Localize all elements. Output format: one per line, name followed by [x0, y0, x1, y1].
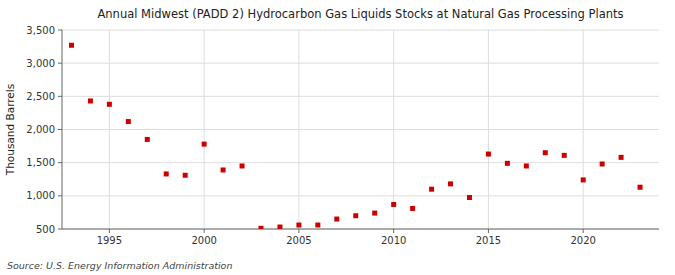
tick-label-y: 500 — [36, 224, 55, 235]
point — [202, 142, 207, 147]
point — [562, 153, 567, 158]
tick-y — [58, 162, 62, 163]
point — [505, 161, 510, 166]
point — [259, 226, 264, 229]
tick-label-x: 2015 — [476, 235, 501, 246]
point — [315, 223, 320, 228]
grid-line-x — [393, 30, 394, 229]
point — [524, 163, 529, 168]
point — [600, 161, 605, 166]
tick-y — [58, 30, 62, 31]
tick-y — [58, 129, 62, 130]
point — [69, 43, 74, 48]
point — [543, 150, 548, 155]
point — [334, 217, 339, 222]
tick-y — [58, 195, 62, 196]
point — [88, 98, 93, 103]
grid-line-y — [62, 195, 659, 196]
point — [183, 173, 188, 178]
chart: Annual Midwest (PADD 2) Hydrocarbon Gas … — [0, 0, 675, 275]
tick-x — [204, 229, 205, 233]
grid-line-x — [583, 30, 584, 229]
point — [126, 119, 131, 124]
grid-line-x — [298, 30, 299, 229]
point — [240, 163, 245, 168]
point — [638, 185, 643, 190]
tick-x — [298, 229, 299, 233]
point — [486, 152, 491, 157]
chart-container: Annual Midwest (PADD 2) Hydrocarbon Gas … — [0, 0, 675, 275]
grid-line-y — [62, 96, 659, 97]
point — [467, 195, 472, 200]
point — [448, 181, 453, 186]
tick-x — [488, 229, 489, 233]
tick-y — [58, 63, 62, 64]
point — [107, 102, 112, 107]
tick-y — [58, 229, 62, 230]
points — [69, 43, 643, 229]
tick-label-y: 2,000 — [26, 124, 55, 135]
tick-label-y: 2,500 — [26, 91, 55, 102]
grid-line-y — [62, 162, 659, 163]
point — [164, 171, 169, 176]
tick-label-x: 2010 — [381, 235, 406, 246]
point — [429, 187, 434, 192]
point — [277, 225, 282, 229]
tick-label-y: 1,500 — [26, 157, 55, 168]
axes: 500 1,000 1,500 2,000 2,500 3,000 3,500 1995 200… — [26, 25, 659, 247]
tick-label-x: 2005 — [286, 235, 311, 246]
tick-label-y: 3,000 — [26, 58, 55, 69]
grid-line-y — [62, 63, 659, 64]
grid-line-y — [62, 229, 659, 230]
point — [353, 213, 358, 218]
tick-y — [58, 96, 62, 97]
title: Annual Midwest (PADD 2) Hydrocarbon Gas … — [97, 7, 623, 21]
tick-x — [583, 229, 584, 233]
point — [145, 137, 150, 142]
y-axis-line — [62, 30, 63, 229]
tick-label-y: 3,500 — [26, 25, 55, 36]
point — [410, 206, 415, 211]
tick-label-x: 2000 — [191, 235, 216, 246]
point — [221, 167, 226, 172]
tick-x — [109, 229, 110, 233]
grid — [62, 30, 659, 229]
tick-x — [393, 229, 394, 233]
tick-label-x: 1995 — [97, 235, 122, 246]
grid-line-y — [62, 30, 659, 31]
point — [619, 155, 624, 160]
grid-line-y — [62, 129, 659, 130]
grid-line-x — [488, 30, 489, 229]
grid-line-x — [204, 30, 205, 229]
point — [581, 177, 586, 182]
x-axis-line — [62, 229, 659, 230]
tick-label-y: 1,000 — [26, 190, 55, 201]
point — [391, 202, 396, 207]
point — [372, 211, 377, 216]
point — [296, 223, 301, 228]
source: Source: U.S. Energy Information Administ… — [7, 260, 232, 271]
tick-label-x: 2020 — [570, 235, 595, 246]
y-axis-label: Thousand Barrels — [4, 84, 16, 176]
grid-line-x — [109, 30, 110, 229]
